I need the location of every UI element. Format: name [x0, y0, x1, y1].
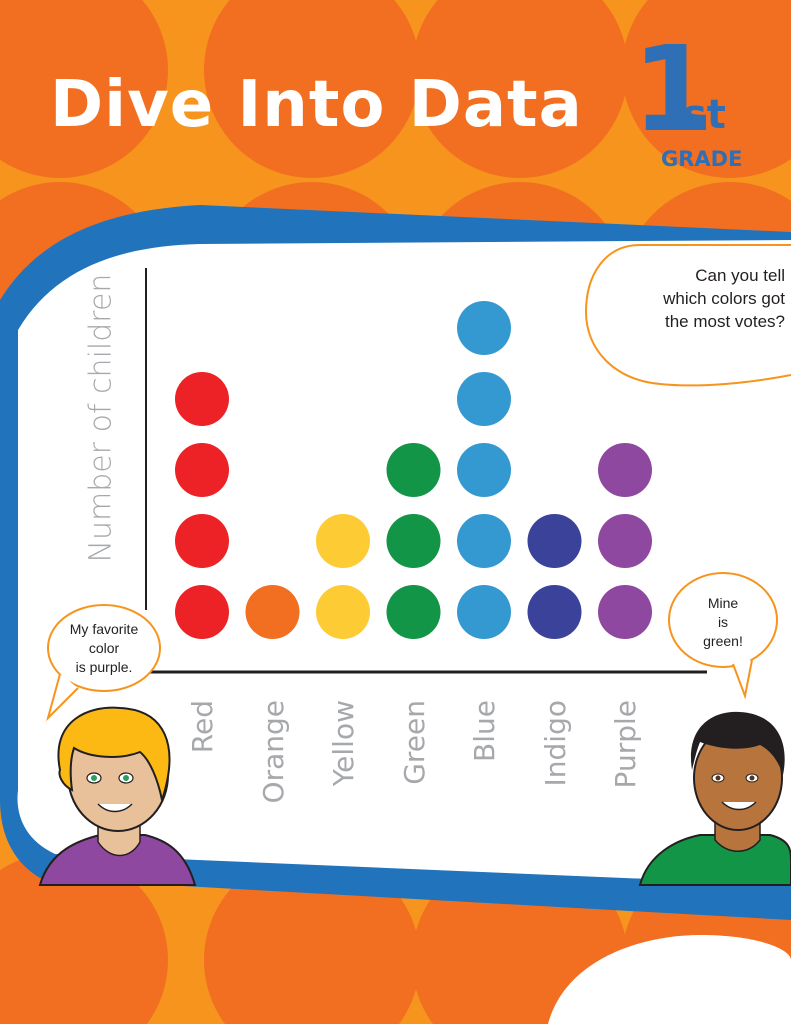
dot-red-3: [175, 443, 229, 497]
boy-bubble-text: Mine is green!: [680, 594, 766, 651]
boy-line-2: is: [717, 614, 729, 630]
dot-indigo-1: [527, 585, 582, 639]
question-bubble: [584, 244, 791, 387]
grade-word: GRADE: [661, 147, 743, 171]
dot-purple-3: [598, 443, 652, 497]
dot-purple-1: [598, 585, 652, 639]
dot-red-2: [175, 514, 229, 568]
question-line-3: the most votes?: [664, 312, 785, 331]
bottom-right-blob: [548, 935, 791, 1024]
dot-blue-4: [457, 372, 511, 426]
dot-indigo-2: [527, 514, 582, 568]
dot-green-3: [386, 443, 441, 497]
question-line-2: which colors got: [663, 289, 785, 308]
dot-yellow-2: [316, 514, 370, 568]
girl-line-1: My favorite: [69, 621, 139, 637]
question-line-1: Can you tell: [695, 266, 785, 285]
girl-illustration: [38, 706, 197, 886]
dot-blue-5: [457, 301, 511, 355]
dot-blue-3: [457, 443, 511, 497]
dot-purple-2: [598, 514, 652, 568]
dot-green-1: [386, 585, 441, 639]
girl-line-3: is purple.: [75, 659, 133, 675]
dot-red-4: [175, 372, 229, 426]
dot-red-1: [175, 585, 229, 639]
girl-bubble-text: My favorite color is purple.: [54, 620, 154, 677]
dot-green-2: [386, 514, 441, 568]
boy-illustration: [638, 711, 791, 886]
boy-speech-bubble: [668, 572, 778, 700]
dot-orange-1: [245, 585, 300, 639]
grade-number: 1: [632, 20, 715, 158]
question-bubble-text: Can you tell which colors got the most v…: [600, 264, 785, 333]
page-title: Dive Into Data: [50, 68, 583, 142]
girl-speech-bubble: [46, 604, 161, 722]
dot-yellow-1: [316, 585, 370, 639]
girl-line-2: color: [88, 640, 120, 656]
dot-blue-2: [457, 514, 511, 568]
boy-line-1: Mine: [707, 595, 739, 611]
dot-blue-1: [457, 585, 511, 639]
grade-suffix: st: [683, 92, 726, 138]
boy-line-3: green!: [703, 633, 743, 649]
